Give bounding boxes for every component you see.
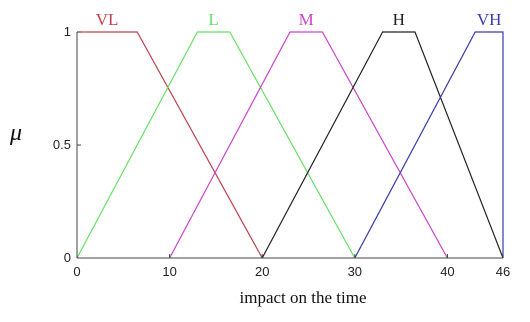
x-tick-label: 10 (162, 264, 176, 279)
x-tick-label: 0 (73, 264, 80, 279)
x-tick-label: 46 (496, 264, 510, 279)
series-line-vl (77, 31, 263, 259)
series-label-vl: VL (96, 10, 119, 29)
x-tick-label: 40 (440, 264, 454, 279)
series-line-h (261, 31, 504, 259)
x-axis-title: impact on the time (240, 288, 367, 307)
series-label-m: M (299, 10, 314, 29)
labels-layer: VL L M H VH impact on the time μ (9, 10, 501, 307)
y-tick-label: 0.5 (53, 137, 71, 152)
series-label-vh: VH (477, 10, 502, 29)
axes-layer: 0 10 20 30 40 46 0 0.5 1 (53, 24, 510, 279)
y-axis-title: μ (9, 120, 22, 146)
x-tick-label: 20 (255, 264, 269, 279)
series-label-h: H (393, 10, 405, 29)
series-line-vh (354, 31, 504, 259)
series-layer (76, 31, 504, 259)
y-tick-label: 1 (64, 24, 71, 39)
y-tick-label: 0 (64, 250, 71, 265)
series-label-l: L (208, 10, 218, 29)
series-line-l (76, 31, 356, 259)
series-line-m (169, 31, 448, 259)
x-tick-label: 30 (348, 264, 362, 279)
